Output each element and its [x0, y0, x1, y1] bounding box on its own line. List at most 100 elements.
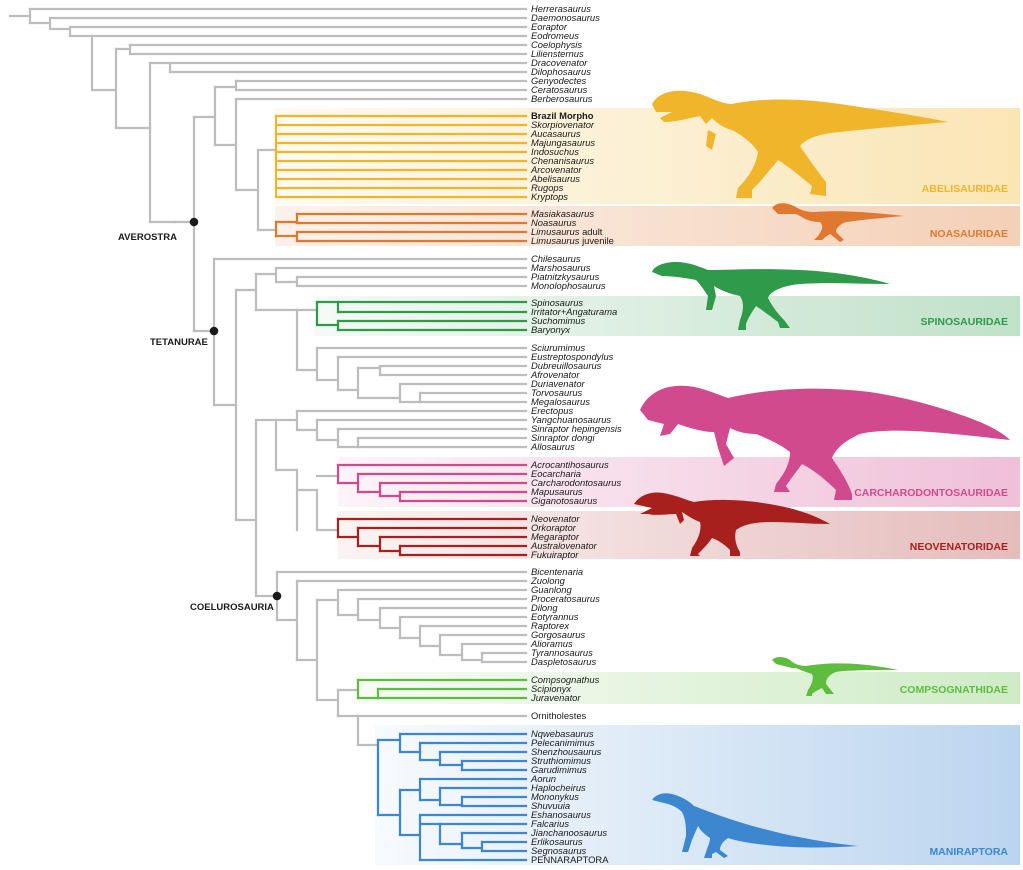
spinosaurid-silhouette [652, 262, 890, 330]
taxon-label: Bicentenaria [531, 566, 583, 577]
carcharodontosaurid-silhouette [640, 385, 1010, 500]
taxon-label: Haplocheirus [531, 782, 586, 793]
taxon-label: Dilophosaurus [531, 66, 591, 77]
taxon-label: Eoraptor [531, 21, 568, 32]
taxon-label: Megalosaurus [531, 396, 590, 407]
neovenatoridae-label: NEOVENATORIDAE [910, 541, 1008, 553]
taxon-label: Gorgosaurus [531, 629, 586, 640]
taxon-label: Neovenator [531, 513, 580, 524]
taxon-label: Shenzhousaurus [531, 746, 602, 757]
taxon-label: Eshanosaurus [531, 809, 591, 820]
taxon-label: Orkoraptor [531, 522, 577, 533]
taxon-label: Zuolong [530, 575, 566, 586]
taxon-label: Compsognathus [531, 674, 600, 685]
taxon-label: Aucasaurus [530, 128, 581, 139]
taxon-label: Daspletosaurus [531, 656, 596, 667]
spinosauridae-label: SPINOSAURIDAE [920, 316, 1008, 328]
taxon-label: Masiakasaurus [531, 208, 594, 219]
tetanurae-label: TETANURAE [150, 337, 208, 348]
taxon-label: Marshosaurus [531, 262, 591, 273]
taxon-label: Ornitholestes [531, 710, 587, 721]
taxon-label: Erectopus [531, 405, 574, 416]
taxon-label: Scipionyx [531, 683, 571, 694]
taxon-label: Brazil Morpho [531, 110, 594, 121]
taxon-label: Garudimimus [531, 764, 587, 775]
taxon-label: Majungasaurus [531, 137, 595, 148]
taxon-label: Dilong [531, 602, 558, 613]
noasauridae-label: NOASAURIDAE [930, 228, 1008, 240]
coelurosauria-label: COELUROSAURIA [190, 602, 274, 613]
taxon-label: Liliensternus [531, 48, 584, 59]
taxon-label: Baryonyx [531, 324, 570, 335]
abelisaurid-silhouette [652, 90, 948, 198]
taxon-label: Guanlong [531, 584, 572, 595]
taxon-label: Noasaurus [531, 217, 577, 228]
maniraptoran-silhouette [652, 793, 858, 858]
taxon-genus: Limusaurus [531, 235, 580, 246]
maniraptora-label: MANIRAPTORA [929, 846, 1008, 858]
taxon-label: Ceratosaurus [531, 84, 588, 95]
taxon-label: PENNARAPTORA [531, 854, 609, 865]
taxon-label: Dubreuillosaurus [531, 360, 602, 371]
noasauridae-band [275, 206, 1020, 246]
taxon-label: Coelophysis [531, 39, 582, 50]
averostra-label: AVEROSTRA [118, 232, 177, 243]
taxon-label: Spinosaurus [531, 297, 583, 308]
maniraptora-band [375, 725, 1020, 865]
neovenatorid-silhouette [634, 492, 830, 556]
taxon-label: Falcarius [531, 818, 569, 829]
taxon-label: Limusaurus juvenile [531, 235, 614, 246]
taxon-label: Chilesaurus [531, 253, 581, 264]
taxon-genus: Limusaurus [531, 226, 580, 237]
taxon-label: Shuvuuia [531, 800, 570, 811]
taxon-label: Piatnitzkysaurus [531, 271, 600, 282]
taxon-label: Indosuchus [531, 146, 579, 157]
taxon-label: Struthiomimus [531, 755, 591, 766]
taxon-label: Limusaurus adult [531, 226, 603, 237]
taxon-stage: juvenile [581, 235, 614, 246]
carcharodontosauridae-label: CARCHARODONTOSAURIDAE [854, 487, 1008, 499]
taxon-label: Juravenator [530, 692, 581, 703]
coelurosauria-node [272, 591, 282, 601]
taxon-label: Giganotosaurus [531, 495, 598, 506]
taxon-label: Rugops [531, 182, 564, 193]
taxon-label: Nqwebasaurus [531, 728, 594, 739]
taxon-label: Aorun [530, 773, 556, 784]
taxon-label: Eustreptospondylus [531, 351, 614, 362]
taxon-label: Sinraptor dongi [531, 432, 596, 443]
taxon-label: Mapusaurus [531, 486, 583, 497]
taxon-label: Abelisaurus [530, 173, 580, 184]
taxon-label: Jianchanoosaurus [530, 827, 607, 838]
taxon-label: Skorpiovenator [531, 119, 595, 130]
noasaurid-silhouette [772, 203, 904, 242]
taxon-label: Kryptops [531, 191, 568, 202]
taxon-label: Eodromeus [531, 30, 579, 41]
taxon-label: Dracovenator [531, 57, 588, 68]
taxon-label: Erlikosaurus [531, 836, 583, 847]
compsognathid-silhouette [772, 657, 898, 696]
taxon-label: Duriavenator [531, 378, 586, 389]
taxon-label: Allosaurus [530, 441, 575, 452]
averostra-node [189, 217, 199, 227]
taxon-label: Proceratosaurus [531, 593, 600, 604]
taxon-label: Segnosaurus [531, 845, 587, 856]
taxon-label: Arcovenator [530, 164, 582, 175]
taxon-label: Herrerasaurus [531, 3, 591, 14]
taxon-label: Acrocantihosaurus [530, 459, 609, 470]
abelisauridae-label: ABELISAURIDAE [922, 183, 1008, 195]
taxon-label: Tyrannosaurus [531, 647, 593, 658]
taxon-label: Yangchuanosaurus [531, 414, 611, 425]
taxon-label: Eocarcharia [531, 468, 581, 479]
taxon-label: Pelecanimimus [531, 737, 595, 748]
taxon-label: Sinraptor hepingensis [531, 423, 622, 434]
taxon-label: Carcharodontosaurus [531, 477, 621, 488]
taxon-label: Chenanisaurus [531, 155, 594, 166]
taxon-stage: adult [582, 226, 603, 237]
taxon-label: Eotyrannus [531, 611, 579, 622]
taxon-label: Alioramus [530, 638, 573, 649]
compsognathidae-label: COMPSOGNATHIDAE [900, 684, 1008, 696]
taxon-label: Fukuiraptor [531, 549, 579, 560]
taxon-labels: Herrerasaurus Daemonosaurus Eoraptor Eod… [530, 3, 622, 865]
taxon-label: Suchomimus [531, 315, 585, 326]
